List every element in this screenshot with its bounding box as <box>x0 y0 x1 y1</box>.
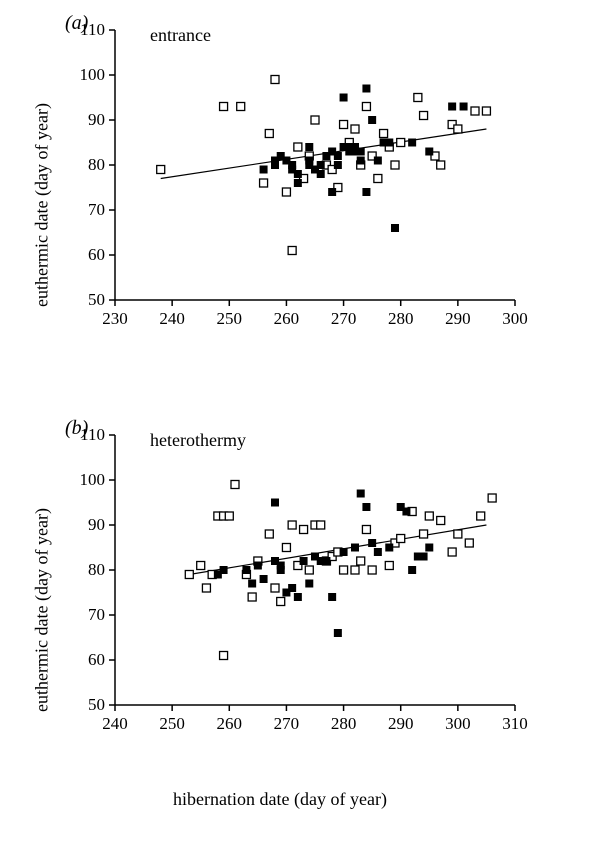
svg-text:310: 310 <box>502 714 528 733</box>
svg-text:70: 70 <box>88 605 105 624</box>
svg-text:110: 110 <box>80 425 105 444</box>
svg-text:90: 90 <box>88 110 105 129</box>
chart-svg-a: 5060708090100110230240250260270280290300 <box>105 25 525 335</box>
svg-text:300: 300 <box>445 714 471 733</box>
svg-text:60: 60 <box>88 650 105 669</box>
plot-area-b: 5060708090100110240250260270280290300310 <box>105 430 525 740</box>
plot-area-a: 5060708090100110230240250260270280290300 <box>105 25 525 335</box>
svg-text:110: 110 <box>80 20 105 39</box>
svg-text:290: 290 <box>388 714 414 733</box>
svg-text:80: 80 <box>88 560 105 579</box>
x-axis-label-b: hibernation date (day of year) <box>173 789 387 810</box>
svg-text:270: 270 <box>274 714 300 733</box>
svg-text:260: 260 <box>274 309 300 328</box>
svg-text:300: 300 <box>502 309 528 328</box>
chart-panel-a: (a) entrance euthermic date (day of year… <box>20 10 540 400</box>
svg-text:290: 290 <box>445 309 471 328</box>
svg-text:50: 50 <box>88 695 105 714</box>
svg-text:280: 280 <box>388 309 414 328</box>
svg-text:260: 260 <box>217 714 243 733</box>
svg-text:230: 230 <box>102 309 128 328</box>
svg-text:270: 270 <box>331 309 357 328</box>
svg-text:70: 70 <box>88 200 105 219</box>
svg-text:100: 100 <box>80 470 106 489</box>
svg-text:80: 80 <box>88 155 105 174</box>
svg-text:250: 250 <box>159 714 185 733</box>
svg-text:250: 250 <box>217 309 243 328</box>
svg-text:50: 50 <box>88 290 105 309</box>
y-axis-label-a: euthermic date (day of year) <box>31 103 52 307</box>
svg-text:240: 240 <box>159 309 185 328</box>
svg-text:90: 90 <box>88 515 105 534</box>
svg-text:240: 240 <box>102 714 128 733</box>
chart-svg-b: 5060708090100110240250260270280290300310 <box>105 430 525 740</box>
svg-text:100: 100 <box>80 65 106 84</box>
chart-panel-b: (b) heterothermy euthermic date (day of … <box>20 415 540 805</box>
y-axis-label-b: euthermic date (day of year) <box>31 508 52 712</box>
svg-text:280: 280 <box>331 714 357 733</box>
svg-text:60: 60 <box>88 245 105 264</box>
